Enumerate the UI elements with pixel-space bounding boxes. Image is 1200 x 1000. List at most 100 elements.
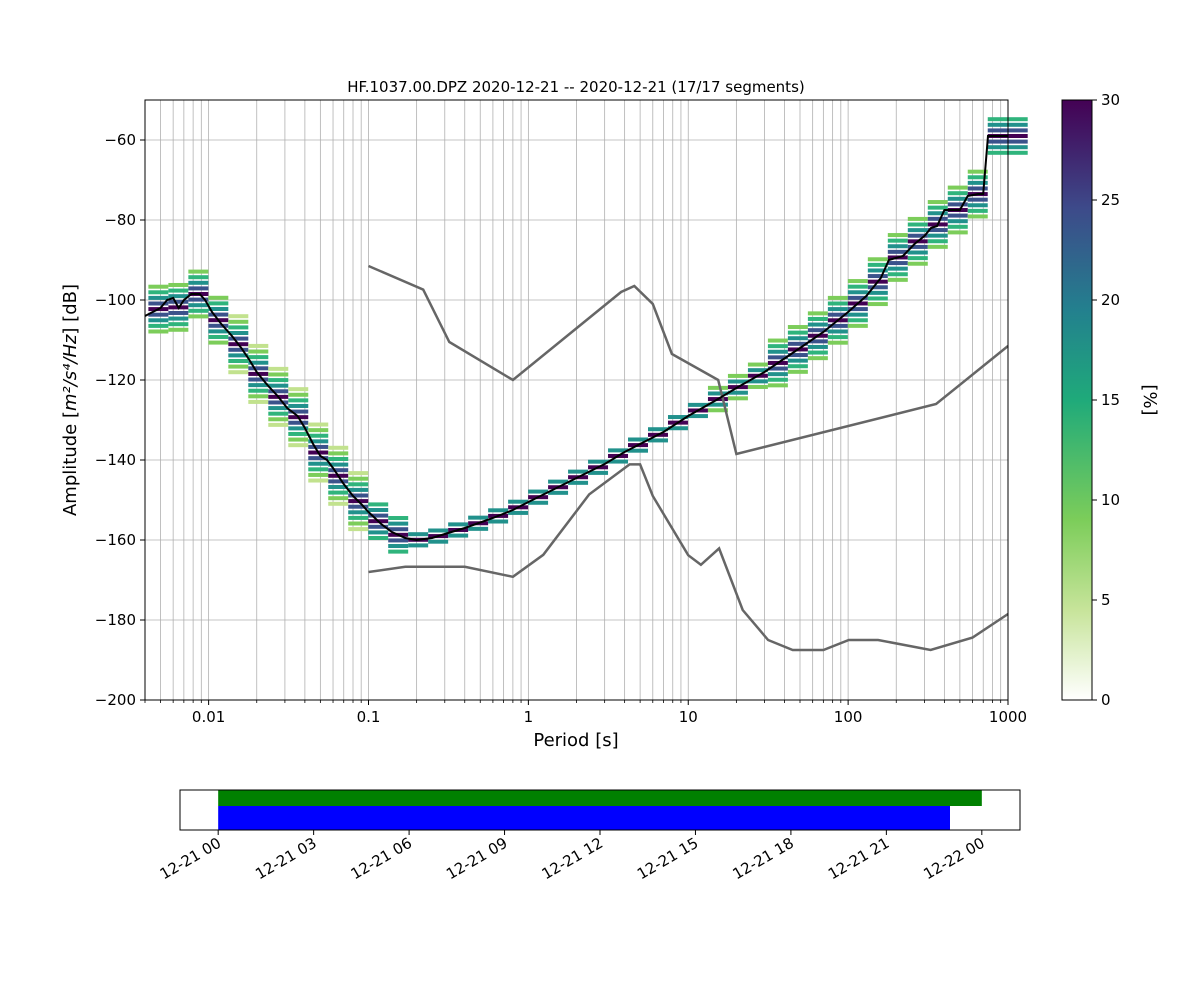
heatmap-cell	[288, 398, 309, 403]
heatmap-cell	[228, 325, 249, 330]
heatmap-cell	[308, 433, 329, 438]
heatmap-cell	[408, 532, 429, 537]
heatmap-cell	[787, 364, 808, 369]
heatmap-cell	[987, 139, 1008, 144]
heatmap-cell	[807, 328, 828, 333]
heatmap-cell	[268, 406, 289, 411]
colorbar-ticks: 0 5 10 15 20 25 30	[1092, 91, 1120, 709]
heatmap-cell	[867, 296, 888, 301]
heatmap-cell	[208, 334, 229, 339]
heatmap-cell	[887, 272, 908, 277]
heatmap-cell	[847, 323, 868, 328]
heatmap-cell	[827, 295, 848, 300]
heatmap-cell	[887, 238, 908, 243]
heatmap-cell	[488, 519, 509, 524]
heatmap-cell	[967, 175, 988, 180]
heatmap-cell	[807, 356, 828, 361]
heatmap-cell	[647, 438, 668, 443]
heatmap-cell	[887, 277, 908, 282]
heatmap-cell	[987, 150, 1008, 155]
heatmap-cell	[827, 340, 848, 345]
heatmap-cell	[767, 344, 788, 349]
heatmap-cell	[308, 456, 329, 461]
heatmap-cell	[228, 364, 249, 369]
heatmap-cell	[188, 297, 209, 302]
heatmap-cell	[787, 358, 808, 363]
heatmap-cell	[368, 536, 389, 541]
heatmap-cell	[707, 408, 728, 413]
heatmap-cell	[807, 311, 828, 316]
heatmap-cell	[907, 256, 928, 261]
heatmap-cell	[488, 508, 509, 513]
heatmap-cell	[947, 202, 968, 207]
mean-curve	[144, 135, 1008, 542]
heatmap-cell	[887, 249, 908, 254]
heatmap-cell	[927, 205, 948, 210]
heatmap-cell	[348, 527, 369, 532]
heatmap-cell	[827, 301, 848, 306]
heatmap-cell	[348, 487, 369, 492]
heatmap-cell	[228, 370, 249, 375]
heatmap-cell	[827, 307, 848, 312]
heatmap-cell	[228, 347, 249, 352]
heatmap-cell	[328, 445, 349, 450]
heatmap-cell	[208, 312, 229, 317]
colorbar: 0 5 10 15 20 25 30	[1061, 91, 1120, 709]
heatmap-cell	[288, 431, 309, 436]
heatmap-cell	[927, 233, 948, 238]
heatmap-cell	[468, 526, 489, 531]
heatmap-cell	[727, 379, 748, 384]
heatmap-cell	[588, 470, 609, 475]
heatmap-cell	[767, 338, 788, 343]
heatmap-cell	[268, 378, 289, 383]
heatmap-cell	[168, 282, 189, 287]
heatmap-cell	[148, 312, 169, 317]
heatmap-cell	[947, 185, 968, 190]
heatmap-cell	[428, 528, 449, 533]
heatmap-cell	[747, 362, 768, 367]
heatmap-cell	[907, 216, 928, 221]
heatmap-cell	[148, 295, 169, 300]
heatmap-cell	[508, 510, 529, 515]
heatmap-cell	[288, 443, 309, 448]
heatmap-cell	[308, 428, 329, 433]
heatmap-cell	[188, 314, 209, 319]
heatmap-cell	[747, 368, 768, 373]
heatmap-cell	[588, 459, 609, 464]
heatmap-cell	[328, 501, 349, 506]
heatmap-cell	[288, 387, 309, 392]
heatmap-cell	[1007, 145, 1028, 150]
heatmap-cell	[947, 219, 968, 224]
heatmap-cell	[1007, 117, 1028, 122]
heatmap-cell	[268, 417, 289, 422]
colorbar-tick-label: 20	[1101, 291, 1120, 309]
heatmap-cell	[148, 301, 169, 306]
heatmap-cell	[967, 186, 988, 191]
colorbar-tick-label: 5	[1101, 591, 1111, 609]
heatmap-cell	[887, 266, 908, 271]
heatmap-cell	[947, 191, 968, 196]
heatmap-cell	[368, 508, 389, 513]
heatmap-cell	[188, 269, 209, 274]
heatmap-cell	[987, 145, 1008, 150]
heatmap-cell	[148, 323, 169, 328]
noise-models	[368, 264, 1009, 652]
heatmap-cell	[348, 504, 369, 509]
heatmap-cell	[827, 312, 848, 317]
heatmap-cell	[907, 222, 928, 227]
heatmap-cell	[188, 303, 209, 308]
heatmap-cell	[308, 478, 329, 483]
heatmap-cell	[608, 448, 629, 453]
heatmap-cell	[248, 360, 269, 365]
heatmap-cell	[867, 285, 888, 290]
heatmap-cell	[268, 400, 289, 405]
heatmap-cell	[388, 521, 409, 526]
heatmap-cell	[967, 208, 988, 213]
heatmap-cell	[308, 422, 329, 427]
heatmap-cell	[947, 230, 968, 235]
heatmap-cell	[787, 330, 808, 335]
y-tick-label: −200	[95, 691, 136, 709]
heatmap-cell	[388, 516, 409, 521]
heatmap-cell	[967, 180, 988, 185]
heatmap-cell	[248, 343, 269, 348]
